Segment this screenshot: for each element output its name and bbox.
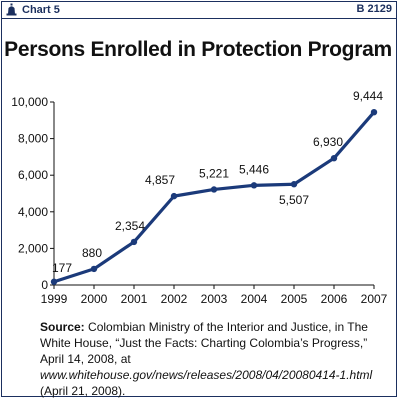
data-point	[290, 181, 298, 188]
data-label: 9,444	[353, 89, 383, 103]
data-point	[90, 265, 98, 273]
x-tick-label: 2001	[121, 292, 148, 306]
data-label: 4,857	[145, 173, 175, 187]
y-tick-label: 4,000	[18, 205, 48, 219]
x-tick-label: 2000	[81, 292, 108, 306]
data-point	[170, 192, 178, 200]
source-note: Source: Colombian Ministry of the Interi…	[40, 319, 390, 399]
series-enrolled	[50, 108, 378, 285]
x-tick-label: 2003	[201, 292, 228, 306]
data-point	[210, 186, 218, 193]
x-tick-label: 2004	[241, 292, 268, 306]
chart-header: Chart 5 B 2129	[2, 2, 396, 19]
data-point	[130, 238, 138, 246]
data-label: 5,507	[279, 193, 309, 207]
y-tick-label: 2,000	[18, 241, 48, 255]
x-tick-label: 2002	[161, 292, 188, 306]
data-point	[250, 182, 258, 189]
x-tick-label: 2005	[281, 292, 308, 306]
x-axis: 1999 2000 2001 2002 2003 2004 2005 2006 2007	[41, 284, 388, 306]
y-tick-label: 0	[41, 278, 48, 292]
data-point	[330, 154, 338, 162]
data-label: 177	[52, 261, 72, 275]
data-label: 6,930	[313, 135, 343, 149]
chart-title: Persons Enrolled in Protection Program	[4, 38, 392, 61]
x-tick-label: 2006	[321, 292, 348, 306]
report-code: B 2129	[356, 3, 392, 15]
y-tick-label: 10,000	[11, 95, 48, 109]
source-text: Colombian Ministry of the Interior and J…	[40, 320, 368, 366]
source-url: www.whitehouse.gov/news/releases/2008/04…	[40, 368, 373, 382]
x-tick-label: 1999	[41, 292, 68, 306]
data-point	[370, 108, 378, 116]
liberty-bell-icon	[6, 3, 17, 16]
y-tick-label: 8,000	[18, 132, 48, 146]
data-label: 5,446	[239, 162, 269, 176]
source-date: (April 21, 2008).	[40, 384, 126, 398]
header-left: Chart 5	[5, 3, 60, 16]
source-label: Source:	[40, 320, 85, 334]
data-label: 2,354	[115, 219, 145, 233]
y-axis: 0 2,000 4,000 6,000 8,000 10,000	[11, 95, 55, 292]
data-label: 5,221	[199, 166, 229, 180]
data-label: 880	[82, 246, 102, 260]
data-point	[50, 278, 58, 285]
x-tick-label: 2007	[361, 292, 388, 306]
chart-number-label: Chart 5	[22, 3, 60, 16]
y-tick-label: 6,000	[18, 168, 48, 182]
data-labels: 177 880 2,354 4,857 5,221 5,446 5,507 6,930 9,44…	[52, 89, 383, 275]
